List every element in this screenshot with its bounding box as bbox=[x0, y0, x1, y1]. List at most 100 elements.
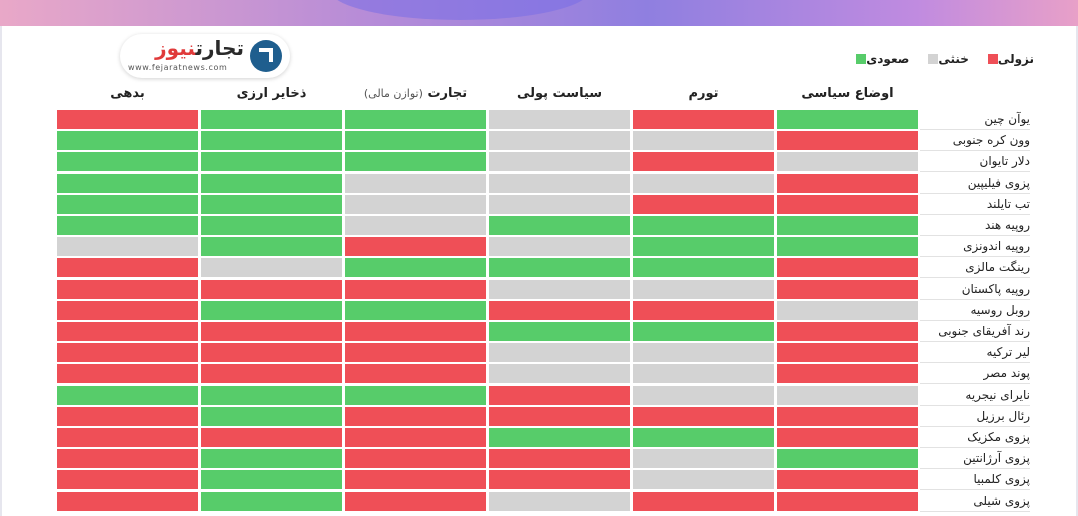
heatmap-cell-down bbox=[201, 343, 342, 362]
row-label: وون کره جنوبی bbox=[920, 131, 1030, 151]
heatmap-cell-down bbox=[633, 195, 774, 214]
heatmap-cell-down bbox=[345, 407, 486, 426]
heatmap-cell-down bbox=[489, 470, 630, 489]
heatmap-cell-up bbox=[57, 152, 198, 171]
heatmap-cell-down bbox=[345, 428, 486, 447]
heatmap-cell-down bbox=[201, 428, 342, 447]
heatmap-cell-down bbox=[345, 492, 486, 511]
row-label: پزوی آرژانتین bbox=[920, 449, 1030, 469]
row-label: روپیه اندونزی bbox=[920, 237, 1030, 257]
heatmap-cell-down bbox=[57, 364, 198, 383]
brand-name-part1: تجارت bbox=[195, 36, 244, 60]
heatmap-cell-up bbox=[201, 110, 342, 129]
heatmap-cell-up bbox=[201, 216, 342, 235]
heatmap-cell-up bbox=[777, 449, 918, 468]
heatmap-cell-neutral bbox=[201, 258, 342, 277]
heatmap-cell-down bbox=[201, 322, 342, 341]
legend-item-down: نزولی bbox=[983, 52, 1034, 66]
heatmap-cell-down bbox=[489, 407, 630, 426]
heatmap-cell-neutral bbox=[633, 364, 774, 383]
heatmap-cell-down bbox=[57, 428, 198, 447]
heatmap-cell-up bbox=[777, 216, 918, 235]
heatmap-cell-up bbox=[201, 470, 342, 489]
heatmap-cell-up bbox=[633, 428, 774, 447]
brand-logo[interactable]: تجارتنیوز www.fejaratnews.com bbox=[120, 34, 290, 78]
heatmap-cell-down bbox=[777, 343, 918, 362]
heatmap-cell-up bbox=[345, 110, 486, 129]
heatmap-cell-down bbox=[345, 449, 486, 468]
legend-label-down: نزولی bbox=[997, 52, 1034, 66]
column-header-label: تورم bbox=[688, 86, 719, 101]
heatmap-cell-neutral bbox=[489, 195, 630, 214]
heatmap-cell-down bbox=[345, 364, 486, 383]
heatmap-cell-down bbox=[633, 110, 774, 129]
heatmap-cell-neutral bbox=[489, 364, 630, 383]
heatmap-cell-up bbox=[201, 301, 342, 320]
heatmap-cell-down bbox=[57, 110, 198, 129]
heatmap-cell-down bbox=[777, 258, 918, 277]
heatmap-cell-up bbox=[633, 237, 774, 256]
heatmap-cell-neutral bbox=[633, 343, 774, 362]
heatmap-cell-neutral bbox=[489, 131, 630, 150]
brand-site: www.fejaratnews.com bbox=[128, 63, 228, 72]
arrow-up-right-icon bbox=[250, 40, 282, 72]
row-label: پزوی کلمبیا bbox=[920, 470, 1030, 490]
heatmap-cell-down bbox=[57, 407, 198, 426]
heatmap-cell-up bbox=[57, 174, 198, 193]
row-label: پوند مصر bbox=[920, 364, 1030, 384]
heatmap-cell-neutral bbox=[633, 470, 774, 489]
heatmap-cell-up bbox=[201, 174, 342, 193]
heatmap-cell-down bbox=[345, 322, 486, 341]
row-label: یوآن چین bbox=[920, 110, 1030, 130]
column-header-label: اوضاع سیاسی bbox=[801, 86, 894, 101]
heatmap-cell-neutral bbox=[345, 216, 486, 235]
heatmap-cell-up bbox=[633, 258, 774, 277]
row-label: تب تایلند bbox=[920, 195, 1030, 215]
legend: صعودی خنثی نزولی bbox=[837, 51, 1034, 67]
heatmap-cell-down bbox=[489, 301, 630, 320]
heatmap-cell-up bbox=[633, 322, 774, 341]
heatmap-cell-down bbox=[777, 174, 918, 193]
row-label: روپیه پاکستان bbox=[920, 280, 1030, 300]
heatmap-cell-down bbox=[201, 280, 342, 299]
heatmap-cell-up bbox=[345, 386, 486, 405]
legend-label-up: صعودی bbox=[866, 52, 910, 66]
column-header-label: سیاست پولی bbox=[516, 86, 603, 101]
heatmap-cell-up bbox=[201, 237, 342, 256]
heatmap-cell-neutral bbox=[777, 301, 918, 320]
heatmap-cell-down bbox=[345, 280, 486, 299]
brand-name: تجارتنیوز bbox=[155, 36, 244, 60]
column-header-political: اوضاع سیاسی bbox=[777, 86, 918, 106]
heatmap-cell-up bbox=[201, 492, 342, 511]
heatmap-cell-up bbox=[201, 407, 342, 426]
column-header-label: تجارت bbox=[427, 86, 468, 101]
column-header-fx-reserves: ذخایر ارزی bbox=[201, 86, 342, 106]
heatmap-cell-neutral bbox=[489, 174, 630, 193]
heatmap-cell-up bbox=[633, 216, 774, 235]
heatmap-cell-up bbox=[201, 195, 342, 214]
column-header-label: ذخایر ارزی bbox=[236, 86, 307, 101]
heatmap-cell-down bbox=[777, 470, 918, 489]
column-header-trade: تجارت (توازن مالی) bbox=[345, 86, 486, 106]
heatmap-cell-neutral bbox=[345, 174, 486, 193]
heatmap-cell-neutral bbox=[489, 280, 630, 299]
brand-name-part2: نیوز bbox=[155, 36, 196, 60]
row-label: رند آفریقای جنوبی bbox=[920, 322, 1030, 342]
legend-item-neutral: خنثی bbox=[923, 52, 969, 66]
heatmap-cell-down bbox=[633, 152, 774, 171]
row-label: پزوی فیلیپین bbox=[920, 174, 1030, 194]
column-header-label: بدهی bbox=[110, 86, 145, 101]
heatmap-cell-down bbox=[777, 364, 918, 383]
row-label: نایرای نیجریه bbox=[920, 386, 1030, 406]
heatmap-cell-up bbox=[201, 386, 342, 405]
heatmap-cell-up bbox=[489, 322, 630, 341]
heatmap-cell-up bbox=[345, 258, 486, 277]
heatmap-cell-up bbox=[57, 195, 198, 214]
row-label: رئال برزیل bbox=[920, 407, 1030, 427]
row-label: لیر ترکیه bbox=[920, 343, 1030, 363]
heatmap-cell-down bbox=[777, 322, 918, 341]
heatmap-cell-down bbox=[345, 343, 486, 362]
legend-swatch-up bbox=[856, 54, 867, 64]
heatmap-cell-neutral bbox=[777, 386, 918, 405]
row-label: رینگت مالزی bbox=[920, 258, 1030, 278]
